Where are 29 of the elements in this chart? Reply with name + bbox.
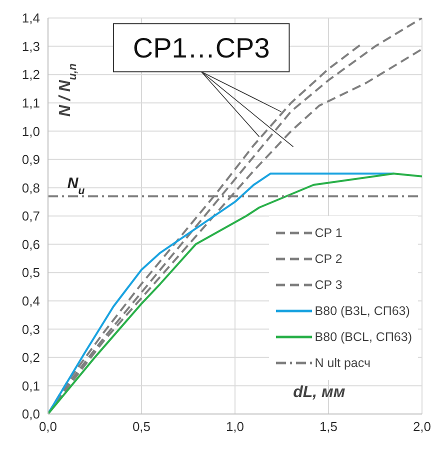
legend-label: CP 3 [314,278,342,292]
y-tick-label: 1,0 [22,124,40,139]
y-tick-label: 0,5 [22,265,40,280]
legend-label: CP 1 [314,226,342,240]
y-tick-label: 0,7 [22,208,40,224]
annotation: CP1…CP3 [132,32,270,64]
x-axis-title: dL, мм [293,384,346,402]
legend-label: B80 (BCL, СП63) [314,330,412,344]
annotation: N$_{u}$ [67,175,86,198]
y-tick-label: 1,2 [22,67,40,82]
y-tick-label: 0,3 [22,322,40,337]
y-tick-label: 0,8 [22,180,40,196]
x-tick-label: 1,0 [226,419,244,434]
legend-label: N ult расч [314,356,370,370]
y-tick-label: 0,0 [22,406,40,422]
legend-label: CP 2 [314,252,342,266]
y-tick-label: 1,1 [22,95,40,110]
y-tick-label: 0,9 [22,152,40,168]
x-tick-label: 0,5 [132,419,151,434]
y-tick-label: 1,3 [22,38,40,54]
x-tick-label: 2,0 [412,419,432,434]
y-tick-label: 0,2 [22,350,40,366]
y-tick-label: 0,6 [22,236,40,252]
legend-label: B80 (B3L, СП63) [314,304,410,318]
y-tick-label: 0,4 [22,293,40,308]
y-tick-label: 0,1 [22,378,40,394]
y-tick-label: 1,4 [22,10,40,26]
x-tick-label: 0,0 [38,419,58,434]
x-tick-label: 1,5 [319,419,338,434]
